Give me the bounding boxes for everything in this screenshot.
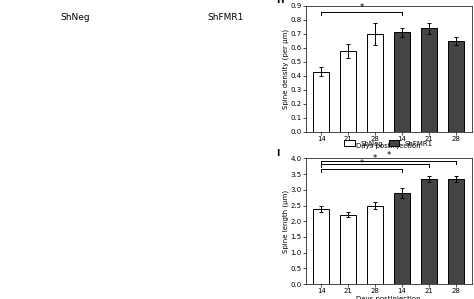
Y-axis label: Spine density (per μm): Spine density (per μm) [283, 29, 289, 109]
Text: 28 dpi: 28 dpi [210, 283, 234, 292]
Bar [313, 71, 329, 132]
Text: 28 dpi: 28 dpi [62, 285, 86, 294]
Bar [421, 179, 437, 284]
Text: G: G [167, 224, 174, 233]
Legend: ShNeg, ShFMR1: ShNeg, ShFMR1 [345, 141, 433, 147]
Text: B: B [6, 130, 13, 139]
Text: 14 dpi: 14 dpi [62, 109, 86, 118]
Text: *: * [360, 3, 364, 12]
Y-axis label: Spine length (μm): Spine length (μm) [283, 190, 289, 253]
Text: *: * [373, 155, 377, 164]
Bar [340, 215, 356, 284]
Text: 28 dpi: 28 dpi [214, 285, 237, 294]
Bar [313, 209, 329, 284]
Text: D: D [159, 42, 166, 51]
Bar [421, 28, 437, 132]
Bar [367, 206, 383, 284]
Text: ShNeg: ShNeg [61, 13, 90, 22]
Bar [367, 34, 383, 132]
Bar [340, 51, 356, 132]
Text: E: E [159, 130, 165, 139]
X-axis label: Days postinjection: Days postinjection [356, 143, 421, 149]
Text: *: * [360, 159, 364, 168]
Text: ShFMR1: ShFMR1 [208, 13, 244, 22]
Bar [394, 33, 410, 132]
Bar [448, 41, 464, 132]
Text: 21 dpi: 21 dpi [214, 197, 237, 206]
Text: F: F [159, 217, 165, 226]
Text: H: H [276, 0, 283, 5]
Text: I: I [276, 149, 279, 158]
Text: A: A [6, 42, 13, 51]
Text: 14 dpi: 14 dpi [214, 109, 238, 118]
X-axis label: Days postinjection: Days postinjection [356, 296, 421, 299]
Bar [394, 193, 410, 284]
Text: 21 dpi: 21 dpi [62, 197, 86, 206]
Text: C: C [6, 217, 12, 226]
Bar [448, 179, 464, 284]
Text: *: * [387, 151, 391, 160]
